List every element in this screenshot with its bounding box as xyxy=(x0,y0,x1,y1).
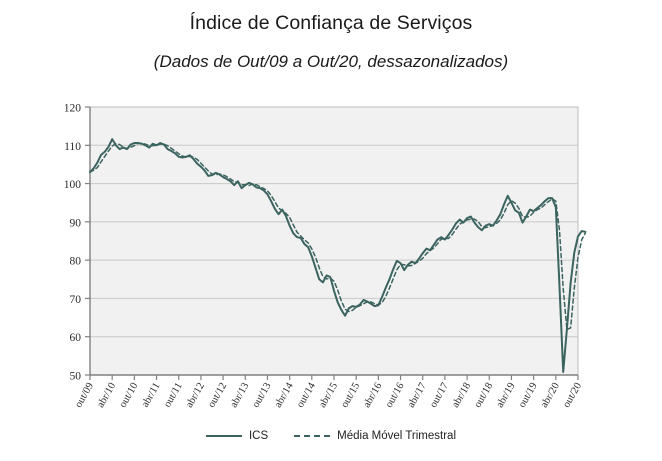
x-axis-tick-label: out/14 xyxy=(295,380,318,409)
chart-title: Índice de Confiança de Serviços xyxy=(189,12,473,34)
y-axis-tick-label: 50 xyxy=(70,371,82,383)
y-axis-tick-label: 60 xyxy=(70,332,82,344)
plot-background xyxy=(90,107,578,375)
x-axis-tick-label: abr/13 xyxy=(228,381,251,410)
y-axis-tick-label: 110 xyxy=(64,141,81,153)
x-axis-tick-label: abr/17 xyxy=(406,381,429,410)
x-axis-tick-label: out/10 xyxy=(118,381,141,410)
x-axis-tick-label: abr/14 xyxy=(273,380,296,409)
x-axis-tick-label: out/13 xyxy=(251,381,274,410)
x-axis-tick-label: abr/10 xyxy=(95,381,118,410)
x-axis-tick-label: out/15 xyxy=(339,381,362,410)
x-axis-tick-label: abr/15 xyxy=(317,381,340,410)
x-axis-tick-label: out/11 xyxy=(162,381,185,409)
y-axis-tick-label: 90 xyxy=(70,217,82,229)
x-axis-tick-label: out/20 xyxy=(561,381,584,410)
x-axis-tick-label: abr/20 xyxy=(539,381,562,410)
legend-entry-media-movel: Média Móvel Trimestral xyxy=(294,430,456,442)
series-line-ics xyxy=(89,138,587,373)
x-axis-tick-label: out/16 xyxy=(384,381,407,410)
x-axis-tick-label: out/17 xyxy=(428,381,451,410)
x-axis-tick-label: abr/11 xyxy=(140,381,163,409)
y-axis-tick-label: 70 xyxy=(70,294,82,306)
chart-legend: ICS Média Móvel Trimestral xyxy=(0,430,662,442)
y-axis-tick-label: 80 xyxy=(70,256,82,268)
x-axis-tick-label: out/19 xyxy=(517,381,540,410)
legend-label-media-movel: Média Móvel Trimestral xyxy=(337,430,457,442)
legend-label-ics: ICS xyxy=(248,430,269,442)
x-axis-tick-label: abr/18 xyxy=(450,381,473,410)
x-axis-tick-label: out/12 xyxy=(206,381,229,410)
y-axis-tick-label: 120 xyxy=(64,103,82,115)
legend-swatch-solid-icon xyxy=(205,435,242,437)
x-axis-tick-label: out/18 xyxy=(472,381,495,410)
x-axis-tick-label: out/09 xyxy=(73,381,96,410)
series-line-media-movel xyxy=(89,142,587,331)
legend-entry-ics: ICS xyxy=(205,430,269,442)
x-axis-tick-label: abr/19 xyxy=(495,381,518,410)
chart-subtitle: (Dados de Out/09 a Out/20, dessazonaliza… xyxy=(153,52,509,71)
legend-swatch-dashed-icon xyxy=(294,435,331,437)
x-axis-tick-label: abr/12 xyxy=(184,381,207,410)
x-axis-tick-label: abr/16 xyxy=(362,381,385,410)
y-axis-tick-label: 100 xyxy=(64,179,82,191)
